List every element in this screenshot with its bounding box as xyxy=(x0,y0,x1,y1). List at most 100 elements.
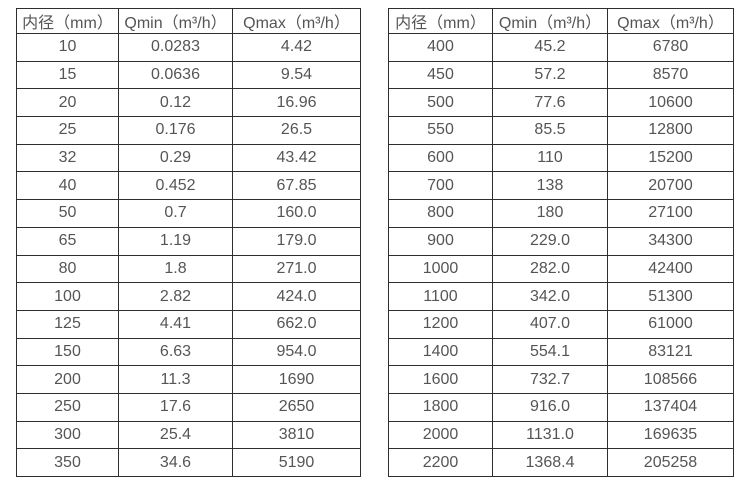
table-cell: 32 xyxy=(16,143,119,173)
table-cell: 34.6 xyxy=(118,448,233,477)
column-header: Qmax（m³/h） xyxy=(607,8,734,34)
table-row: 550 85.5 12800 xyxy=(388,116,734,145)
table-cell: 1100 xyxy=(388,282,493,311)
table-row: 1200 407.0 61000 xyxy=(388,309,734,339)
table-row: 20 0.12 16.96 xyxy=(16,88,361,118)
table-cell: 180 xyxy=(492,199,608,228)
table-cell: 1000 xyxy=(388,254,493,284)
table-row: 600 110 15200 xyxy=(388,143,734,173)
table-row: 2200 1368.4 205258 xyxy=(388,448,734,477)
table-cell: 10 xyxy=(16,33,119,62)
table-cell: 83121 xyxy=(607,337,734,367)
table-row: 100 2.82 424.0 xyxy=(16,282,361,311)
table-cell: 65 xyxy=(16,226,119,256)
table-cell: 954.0 xyxy=(232,337,361,367)
table-cell: 25.4 xyxy=(118,420,233,450)
table-cell: 20700 xyxy=(607,171,734,201)
table-cell: 137404 xyxy=(607,392,734,422)
table-row: 900 229.0 34300 xyxy=(388,226,734,256)
column-header: 内径（mm） xyxy=(388,8,493,34)
table-cell: 77.6 xyxy=(492,88,608,118)
table-cell: 25 xyxy=(16,116,119,145)
table-row: 1000 282.0 42400 xyxy=(388,254,734,284)
table-row: 25 0.176 26.5 xyxy=(16,116,361,145)
header-row: 内径（mm） Qmin（m³/h） Qmax（m³/h） xyxy=(388,8,734,34)
table-cell: 205258 xyxy=(607,448,734,477)
table-cell: 1800 xyxy=(388,392,493,422)
table-cell: 10600 xyxy=(607,88,734,118)
table-cell: 400 xyxy=(388,33,493,62)
table-cell: 407.0 xyxy=(492,309,608,339)
table-cell: 229.0 xyxy=(492,226,608,256)
table-cell: 85.5 xyxy=(492,116,608,145)
table-cell: 250 xyxy=(16,392,119,422)
table-cell: 67.85 xyxy=(232,171,361,201)
table-cell: 15200 xyxy=(607,143,734,173)
table-cell: 342.0 xyxy=(492,282,608,311)
table-cell: 450 xyxy=(388,60,493,90)
table-cell: 424.0 xyxy=(232,282,361,311)
table-row: 350 34.6 5190 xyxy=(16,448,361,477)
table-cell: 700 xyxy=(388,171,493,201)
flow-table-small-diameters: 内径（mm） Qmin（m³/h） Qmax（m³/h） 10 0.0283 4.42 15… xyxy=(16,8,361,477)
table-cell: 27100 xyxy=(607,199,734,228)
table-row: 10 0.0283 4.42 xyxy=(16,33,361,62)
table-row: 1400 554.1 83121 xyxy=(388,337,734,367)
table-cell: 150 xyxy=(16,337,119,367)
table-row: 15 0.0636 9.54 xyxy=(16,60,361,90)
table-cell: 350 xyxy=(16,448,119,477)
table-cell: 0.0636 xyxy=(118,60,233,90)
table-cell: 169635 xyxy=(607,420,734,450)
table-cell: 200 xyxy=(16,365,119,394)
table-cell: 108566 xyxy=(607,365,734,394)
table-cell: 1.19 xyxy=(118,226,233,256)
table-row: 400 45.2 6780 xyxy=(388,33,734,62)
table-cell: 8570 xyxy=(607,60,734,90)
table-row: 32 0.29 43.42 xyxy=(16,143,361,173)
table-cell: 80 xyxy=(16,254,119,284)
table-cell: 1368.4 xyxy=(492,448,608,477)
table-cell: 800 xyxy=(388,199,493,228)
table-cell: 179.0 xyxy=(232,226,361,256)
table-cell: 1200 xyxy=(388,309,493,339)
table-cell: 600 xyxy=(388,143,493,173)
table-cell: 271.0 xyxy=(232,254,361,284)
table-cell: 34300 xyxy=(607,226,734,256)
table-row: 700 138 20700 xyxy=(388,171,734,201)
table-cell: 5190 xyxy=(232,448,361,477)
table-row: 40 0.452 67.85 xyxy=(16,171,361,201)
table-row: 65 1.19 179.0 xyxy=(16,226,361,256)
table-cell: 0.176 xyxy=(118,116,233,145)
table-cell: 2650 xyxy=(232,392,361,422)
flow-table-large-diameters: 内径（mm） Qmin（m³/h） Qmax（m³/h） 400 45.2 6780 450… xyxy=(388,8,734,477)
column-header: Qmin（m³/h） xyxy=(118,8,233,34)
table-cell: 2.82 xyxy=(118,282,233,311)
table-cell: 732.7 xyxy=(492,365,608,394)
column-header: Qmax（m³/h） xyxy=(232,8,361,34)
table-cell: 40 xyxy=(16,171,119,201)
table-row: 500 77.6 10600 xyxy=(388,88,734,118)
table-cell: 6.63 xyxy=(118,337,233,367)
table-cell: 17.6 xyxy=(118,392,233,422)
table-cell: 26.5 xyxy=(232,116,361,145)
table-cell: 42400 xyxy=(607,254,734,284)
table-cell: 125 xyxy=(16,309,119,339)
column-header: 内径（mm） xyxy=(16,8,119,34)
table-cell: 20 xyxy=(16,88,119,118)
table-cell: 0.452 xyxy=(118,171,233,201)
table-cell: 500 xyxy=(388,88,493,118)
table-cell: 160.0 xyxy=(232,199,361,228)
table-cell: 1.8 xyxy=(118,254,233,284)
table-row: 125 4.41 662.0 xyxy=(16,309,361,339)
table-cell: 554.1 xyxy=(492,337,608,367)
header-row: 内径（mm） Qmin（m³/h） Qmax（m³/h） xyxy=(16,8,361,34)
table-row: 80 1.8 271.0 xyxy=(16,254,361,284)
table-cell: 50 xyxy=(16,199,119,228)
table-cell: 138 xyxy=(492,171,608,201)
table-cell: 6780 xyxy=(607,33,734,62)
table-cell: 15 xyxy=(16,60,119,90)
table-cell: 0.29 xyxy=(118,143,233,173)
table-cell: 51300 xyxy=(607,282,734,311)
table-cell: 0.0283 xyxy=(118,33,233,62)
